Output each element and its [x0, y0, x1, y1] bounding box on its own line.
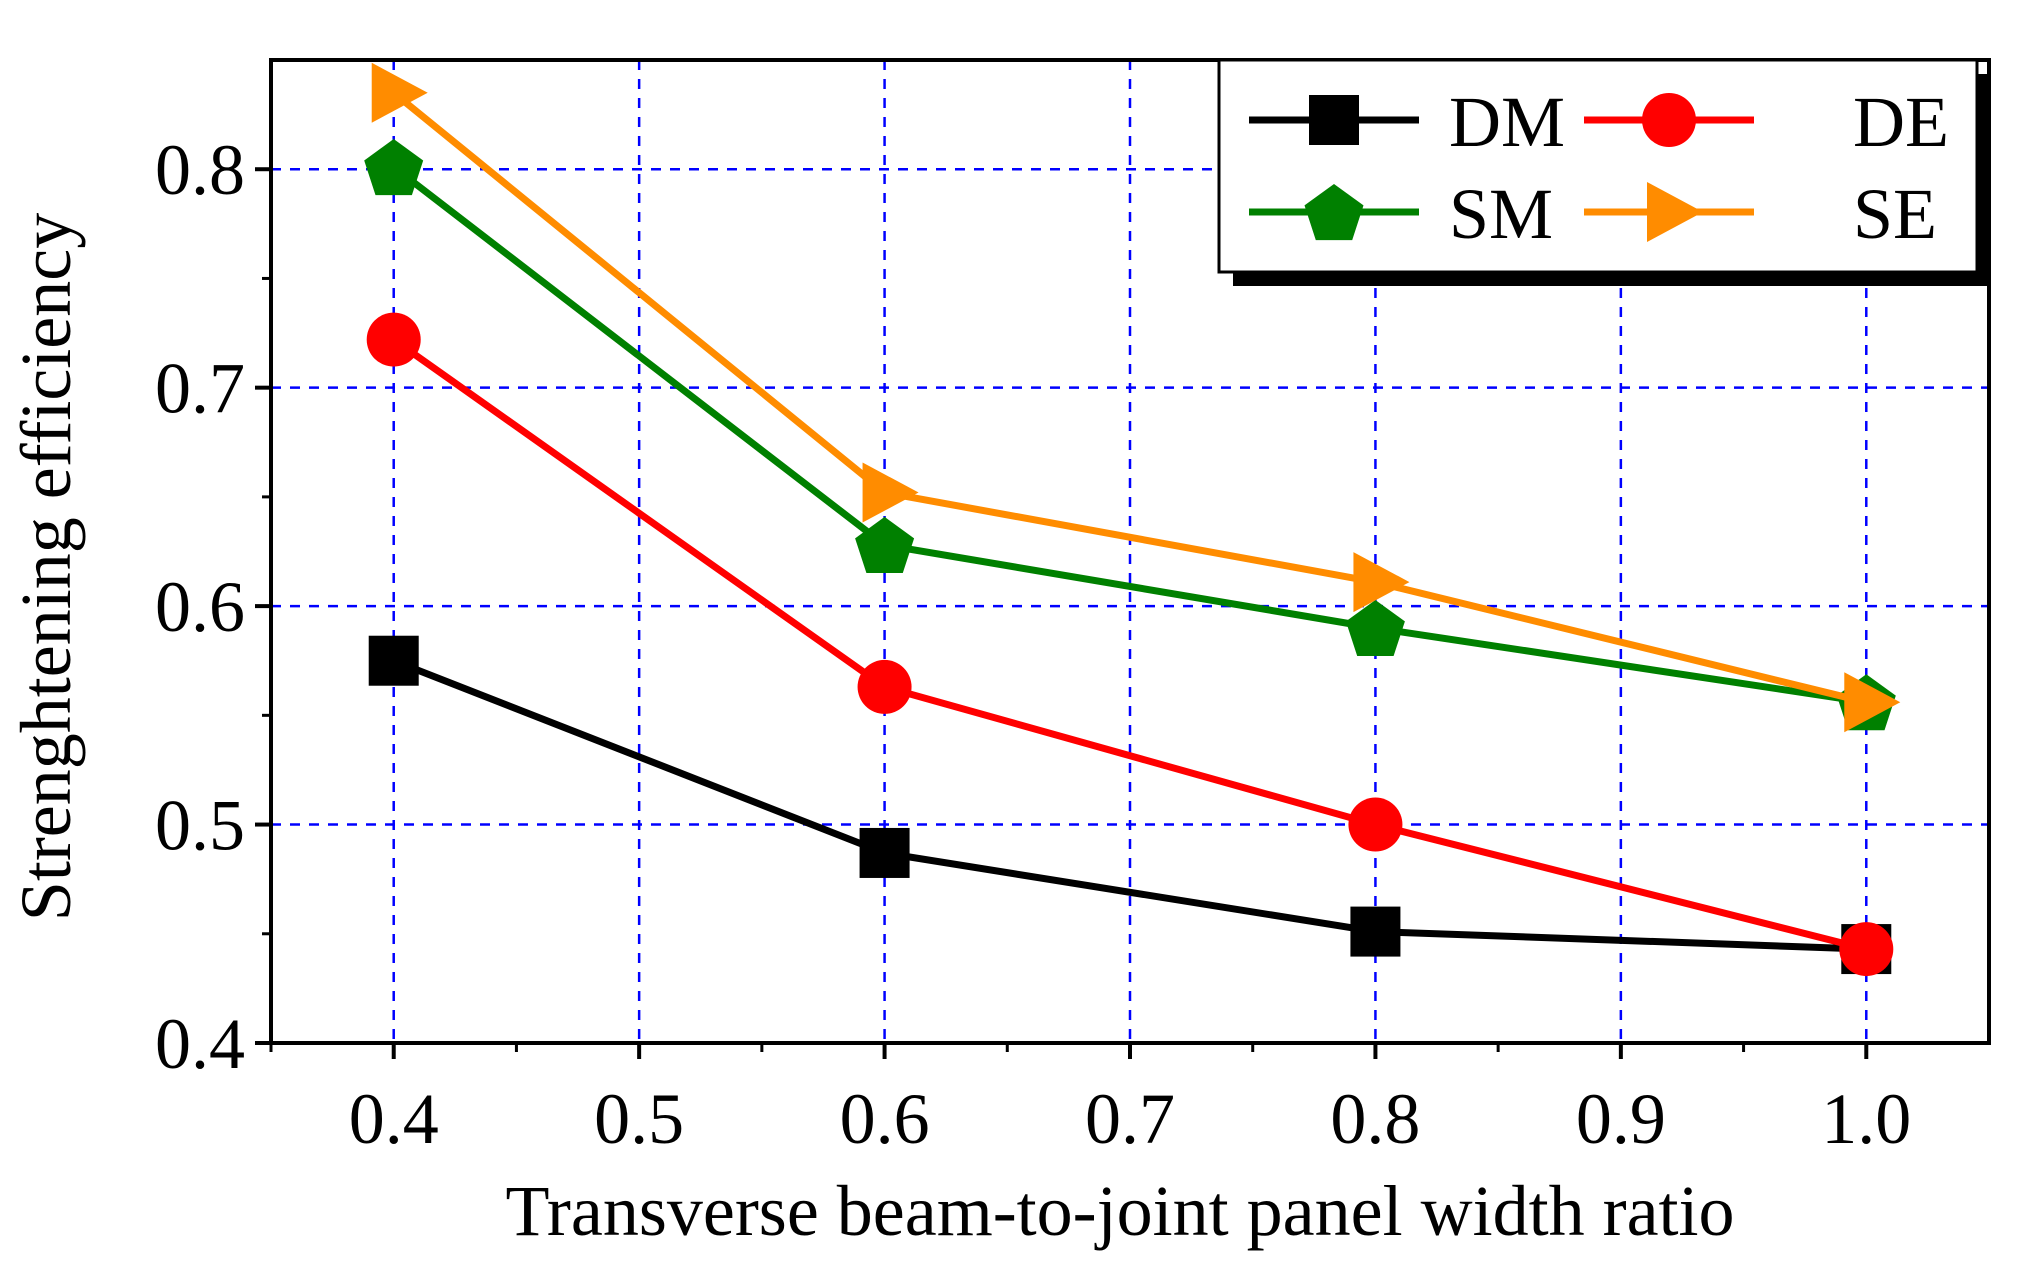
- series-se: [371, 62, 1901, 733]
- legend-marker: [1304, 184, 1364, 241]
- data-point-sm: [855, 516, 915, 573]
- data-point-se: [1353, 552, 1410, 613]
- legend-marker: [1647, 182, 1703, 242]
- legend-label: DE: [1853, 82, 1949, 162]
- data-point-sm: [364, 139, 424, 196]
- y-tick-label: 0.6: [155, 567, 245, 647]
- axes-layer: 0.4 0.5 0.6 0.7 0.8 0.9 1.0 0.4 0.5 0.6 0.7 0.8: [155, 58, 1991, 1159]
- data-point-se: [862, 462, 919, 523]
- data-point-de: [366, 312, 421, 367]
- data-point-dm: [368, 635, 419, 686]
- series-line-de: [391, 336, 1868, 953]
- series-line-dm: [392, 657, 1867, 953]
- x-tick-label: 0.8: [1330, 1079, 1420, 1159]
- x-tick-label: 0.7: [1085, 1079, 1175, 1159]
- y-tick-label: 0.7: [155, 349, 245, 429]
- y-tick-label: 0.5: [155, 786, 245, 866]
- data-point-sm: [1345, 600, 1405, 656]
- x-tick-label: 0.6: [840, 1079, 930, 1159]
- x-tick-label: 1.0: [1821, 1079, 1911, 1159]
- legend-marker: [1309, 95, 1359, 145]
- legend-item-se: SE: [1584, 174, 1937, 254]
- data-point-de: [1348, 797, 1403, 852]
- series-layer: [364, 62, 1901, 977]
- legend-item-dm: DM: [1249, 82, 1565, 162]
- legend-label: DM: [1449, 82, 1565, 162]
- legend: DM DE SM SE: [1217, 58, 1991, 286]
- data-point-dm: [859, 827, 910, 878]
- data-point-se: [1844, 672, 1901, 733]
- x-tick-label: 0.9: [1576, 1079, 1666, 1159]
- data-point-de: [1839, 922, 1894, 977]
- y-tick-label: 0.8: [155, 130, 245, 210]
- data-point-se: [371, 62, 428, 123]
- y-axis-title: Strenghtening efficiency: [6, 213, 86, 921]
- x-axis-title: Transverse beam-to-joint panel width rat…: [505, 1171, 1734, 1251]
- legend-label: SE: [1853, 174, 1937, 254]
- legend-label: SM: [1449, 174, 1553, 254]
- data-point-dm: [1350, 906, 1401, 957]
- legend-item-sm: SM: [1249, 174, 1553, 254]
- x-tick-label: 0.4: [349, 1079, 439, 1159]
- data-point-de: [857, 659, 912, 714]
- legend-marker: [1642, 93, 1696, 147]
- x-tick-label: 0.5: [594, 1079, 684, 1159]
- y-tick-label: 0.4: [155, 1004, 245, 1084]
- series-line-sm: [391, 164, 1867, 706]
- legend-item-de: DE: [1584, 82, 1949, 162]
- series-de: [366, 312, 1894, 977]
- series-line-se: [391, 90, 1868, 706]
